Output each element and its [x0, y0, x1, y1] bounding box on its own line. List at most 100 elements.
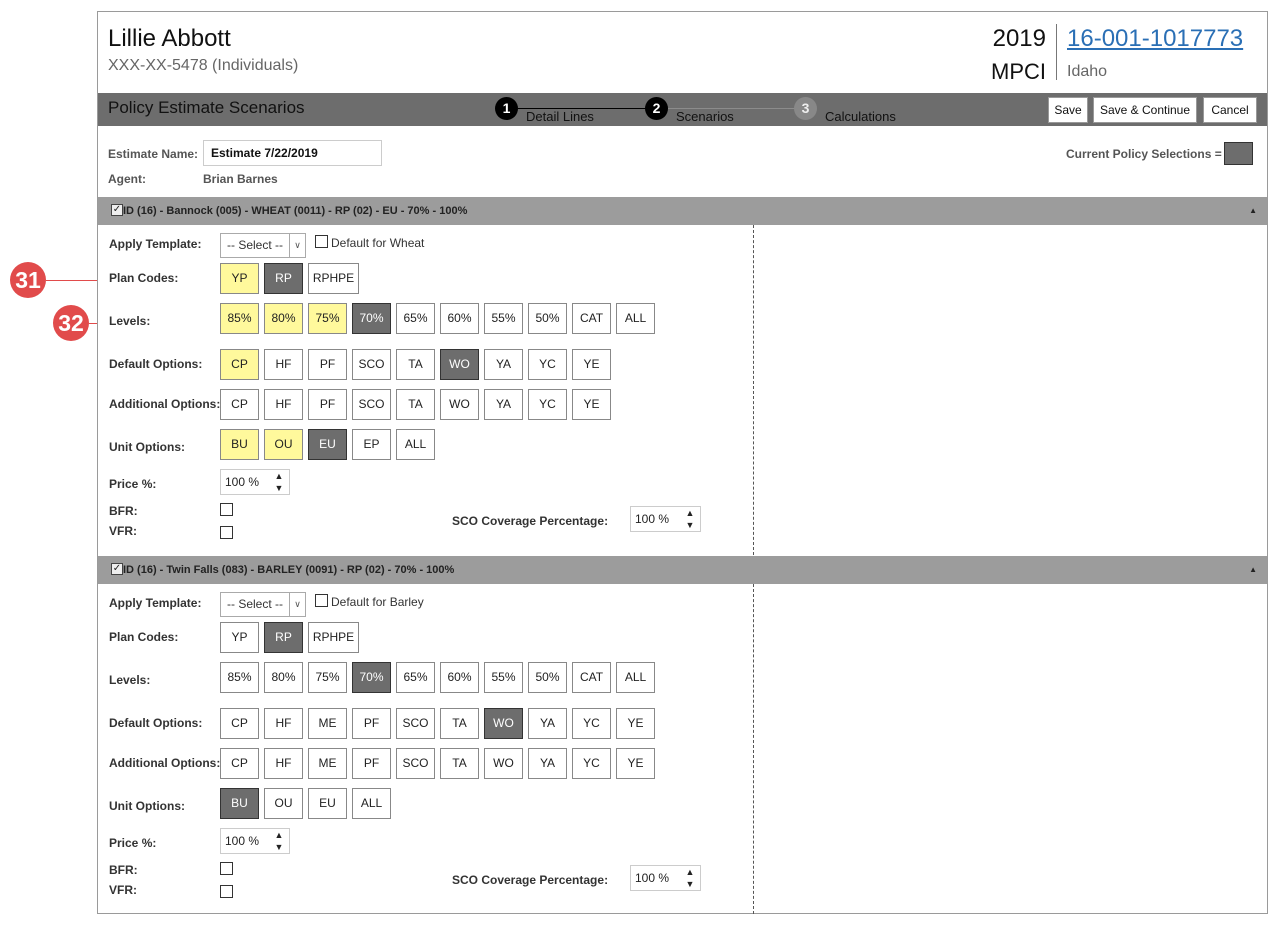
vfr-checkbox[interactable]	[220, 885, 233, 898]
additional-option-hf[interactable]: HF	[264, 389, 303, 420]
plan-code-rphpe[interactable]: RPHPE	[308, 622, 359, 653]
sco-coverage-stepper[interactable]: 100 % ▲ ▼	[630, 506, 701, 532]
plan-code-yp[interactable]: YP	[220, 622, 259, 653]
default-option-ya[interactable]: YA	[528, 708, 567, 739]
bfr-checkbox[interactable]	[220, 503, 233, 516]
default-option-cp[interactable]: CP	[220, 708, 259, 739]
level-50[interactable]: 50%	[528, 662, 567, 693]
additional-option-sco[interactable]: SCO	[352, 389, 391, 420]
level-80[interactable]: 80%	[264, 662, 303, 693]
additional-option-ya[interactable]: YA	[484, 389, 523, 420]
default-option-hf[interactable]: HF	[264, 708, 303, 739]
unit-option-eu[interactable]: EU	[308, 429, 347, 460]
additional-option-pf[interactable]: PF	[352, 748, 391, 779]
default-option-yc[interactable]: YC	[528, 349, 567, 380]
additional-option-wo[interactable]: WO	[440, 389, 479, 420]
level-65[interactable]: 65%	[396, 303, 435, 334]
section-header[interactable]: ✓ ID (16) - Bannock (005) - WHEAT (0011)…	[98, 197, 1267, 225]
default-option-yc[interactable]: YC	[572, 708, 611, 739]
level-85[interactable]: 85%	[220, 303, 259, 334]
additional-option-sco[interactable]: SCO	[396, 748, 435, 779]
default-option-sco[interactable]: SCO	[396, 708, 435, 739]
collapse-caret-icon[interactable]: ▲	[1249, 565, 1257, 574]
section-header[interactable]: ✓ ID (16) - Twin Falls (083) - BARLEY (0…	[98, 556, 1267, 584]
spinner-arrows-icon[interactable]: ▲ ▼	[274, 830, 284, 852]
template-select[interactable]: -- Select -- ∨	[220, 233, 306, 258]
unit-option-all[interactable]: ALL	[396, 429, 435, 460]
default-option-ya[interactable]: YA	[484, 349, 523, 380]
unit-option-eu[interactable]: EU	[308, 788, 347, 819]
price-stepper[interactable]: 100 % ▲ ▼	[220, 469, 290, 495]
additional-option-ya[interactable]: YA	[528, 748, 567, 779]
save-continue-button[interactable]: Save & Continue	[1093, 97, 1197, 123]
unit-option-all[interactable]: ALL	[352, 788, 391, 819]
additional-option-ye[interactable]: YE	[616, 748, 655, 779]
level-75[interactable]: 75%	[308, 303, 347, 334]
estimate-name-input[interactable]: Estimate 7/22/2019	[203, 140, 382, 166]
default-option-ye[interactable]: YE	[572, 349, 611, 380]
spinner-arrows-icon[interactable]: ▲ ▼	[274, 471, 284, 493]
level-60[interactable]: 60%	[440, 303, 479, 334]
additional-option-ta[interactable]: TA	[396, 389, 435, 420]
spinner-arrows-icon[interactable]: ▲ ▼	[685, 508, 695, 530]
level-55[interactable]: 55%	[484, 662, 523, 693]
level-all[interactable]: ALL	[616, 303, 655, 334]
default-option-wo[interactable]: WO	[484, 708, 523, 739]
additional-option-wo[interactable]: WO	[484, 748, 523, 779]
plan-code-rp[interactable]: RP	[264, 622, 303, 653]
cancel-button[interactable]: Cancel	[1203, 97, 1257, 123]
level-70[interactable]: 70%	[352, 303, 391, 334]
default-option-ye[interactable]: YE	[616, 708, 655, 739]
plan-code-rphpe[interactable]: RPHPE	[308, 263, 359, 294]
level-70[interactable]: 70%	[352, 662, 391, 693]
unit-option-ou[interactable]: OU	[264, 788, 303, 819]
level-85[interactable]: 85%	[220, 662, 259, 693]
plan-code-rp[interactable]: RP	[264, 263, 303, 294]
default-option-wo[interactable]: WO	[440, 349, 479, 380]
sco-coverage-stepper[interactable]: 100 % ▲ ▼	[630, 865, 701, 891]
additional-option-ye[interactable]: YE	[572, 389, 611, 420]
additional-option-yc[interactable]: YC	[572, 748, 611, 779]
vfr-checkbox[interactable]	[220, 526, 233, 539]
level-all[interactable]: ALL	[616, 662, 655, 693]
level-60[interactable]: 60%	[440, 662, 479, 693]
unit-option-ep[interactable]: EP	[352, 429, 391, 460]
default-option-pf[interactable]: PF	[352, 708, 391, 739]
unit-option-bu[interactable]: BU	[220, 788, 259, 819]
collapse-caret-icon[interactable]: ▲	[1249, 206, 1257, 215]
plan-code-yp[interactable]: YP	[220, 263, 259, 294]
default-option-pf[interactable]: PF	[308, 349, 347, 380]
level-50[interactable]: 50%	[528, 303, 567, 334]
section-checkbox[interactable]: ✓	[111, 563, 123, 575]
additional-option-yc[interactable]: YC	[528, 389, 567, 420]
level-55[interactable]: 55%	[484, 303, 523, 334]
additional-option-pf[interactable]: PF	[308, 389, 347, 420]
additional-option-ta[interactable]: TA	[440, 748, 479, 779]
unit-option-bu[interactable]: BU	[220, 429, 259, 460]
save-button[interactable]: Save	[1048, 97, 1088, 123]
default-option-cp[interactable]: CP	[220, 349, 259, 380]
additional-option-cp[interactable]: CP	[220, 389, 259, 420]
default-option-sco[interactable]: SCO	[352, 349, 391, 380]
price-stepper[interactable]: 100 % ▲ ▼	[220, 828, 290, 854]
template-select[interactable]: -- Select -- ∨	[220, 592, 306, 617]
bfr-checkbox[interactable]	[220, 862, 233, 875]
default-option-hf[interactable]: HF	[264, 349, 303, 380]
default-option-me[interactable]: ME	[308, 708, 347, 739]
default-option-ta[interactable]: TA	[396, 349, 435, 380]
additional-option-hf[interactable]: HF	[264, 748, 303, 779]
default-for-barley-checkbox[interactable]	[315, 594, 328, 607]
section-checkbox[interactable]: ✓	[111, 204, 123, 216]
policy-number-link[interactable]: 16-001-1017773	[1067, 25, 1244, 52]
level-80[interactable]: 80%	[264, 303, 303, 334]
spinner-arrows-icon[interactable]: ▲ ▼	[685, 867, 695, 889]
level-75[interactable]: 75%	[308, 662, 347, 693]
level-65[interactable]: 65%	[396, 662, 435, 693]
default-for-wheat-checkbox[interactable]	[315, 235, 328, 248]
unit-option-ou[interactable]: OU	[264, 429, 303, 460]
additional-option-me[interactable]: ME	[308, 748, 347, 779]
level-cat[interactable]: CAT	[572, 662, 611, 693]
level-cat[interactable]: CAT	[572, 303, 611, 334]
default-option-ta[interactable]: TA	[440, 708, 479, 739]
additional-option-cp[interactable]: CP	[220, 748, 259, 779]
